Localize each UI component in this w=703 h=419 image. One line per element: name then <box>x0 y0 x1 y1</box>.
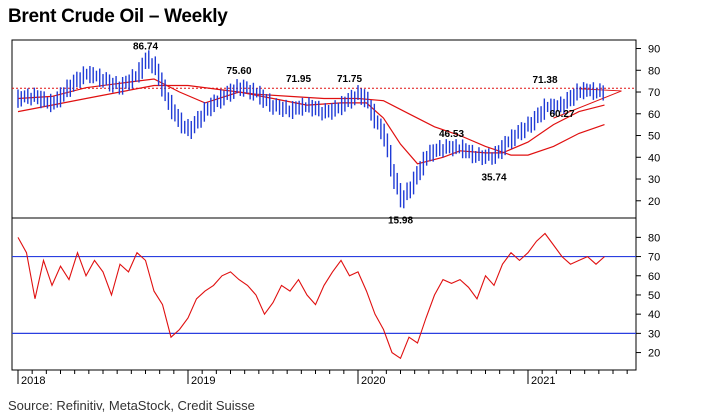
price-annotation: 35.74 <box>481 173 506 184</box>
chart-title: Brent Crude Oil – Weekly <box>8 6 228 27</box>
x-tick-label: 2019 <box>191 375 215 387</box>
price-annotations: 86.74 75.60 71.95 71.75 15.98 46.53 35.74 71.38… <box>133 42 575 227</box>
rsi-tick-label: 20 <box>648 348 660 360</box>
price-annotation: 75.60 <box>226 66 251 77</box>
moving-average-line-1 <box>17 78 605 165</box>
price-annotation: 71.75 <box>337 74 362 85</box>
x-tick-label: 2018 <box>21 375 45 387</box>
rsi-panel-frame <box>11 217 637 371</box>
price-annotation: 60.27 <box>549 109 574 120</box>
price-tick-label: 30 <box>648 174 660 186</box>
rsi-tick-label: 60 <box>648 271 660 283</box>
moving-average-line-2 <box>17 84 605 156</box>
price-panel-frame <box>11 39 637 219</box>
source-note: Source: Refinitiv, MetaStock, Credit Sui… <box>8 398 255 413</box>
price-tick-label: 40 <box>648 152 660 164</box>
price-tick-label: 20 <box>648 196 660 208</box>
price-annotation: 86.74 <box>133 42 158 53</box>
rsi-series-line <box>17 232 605 360</box>
triangle-lower-line <box>553 90 622 119</box>
x-tick-label: 2021 <box>531 375 555 387</box>
rsi-tick-label: 30 <box>648 328 660 340</box>
price-annotation: 15.98 <box>388 216 413 227</box>
price-axis: 20 30 40 50 60 70 80 90 <box>636 44 660 208</box>
price-annotation: 71.95 <box>286 74 311 85</box>
rsi-axis: 20 30 40 50 60 70 80 <box>636 232 660 360</box>
rsi-tick-label: 70 <box>648 252 660 264</box>
price-annotation: 46.53 <box>439 129 464 140</box>
rsi-line <box>17 232 605 360</box>
price-candles <box>17 50 604 209</box>
rsi-tick-label: 40 <box>648 309 660 321</box>
price-tick-label: 50 <box>648 131 660 143</box>
price-tick-label: 60 <box>648 109 660 121</box>
rsi-tick-label: 50 <box>648 290 660 302</box>
rsi-tick-label: 80 <box>648 232 660 244</box>
price-annotation: 71.38 <box>532 75 557 86</box>
price-tick-label: 80 <box>648 65 660 77</box>
price-tick-label: 90 <box>648 44 660 56</box>
rsi-bands <box>12 255 636 334</box>
price-tick-label: 70 <box>648 87 660 99</box>
x-tick-label: 2020 <box>361 375 385 387</box>
x-axis: 2018 2019 2020 2021 <box>17 370 628 387</box>
